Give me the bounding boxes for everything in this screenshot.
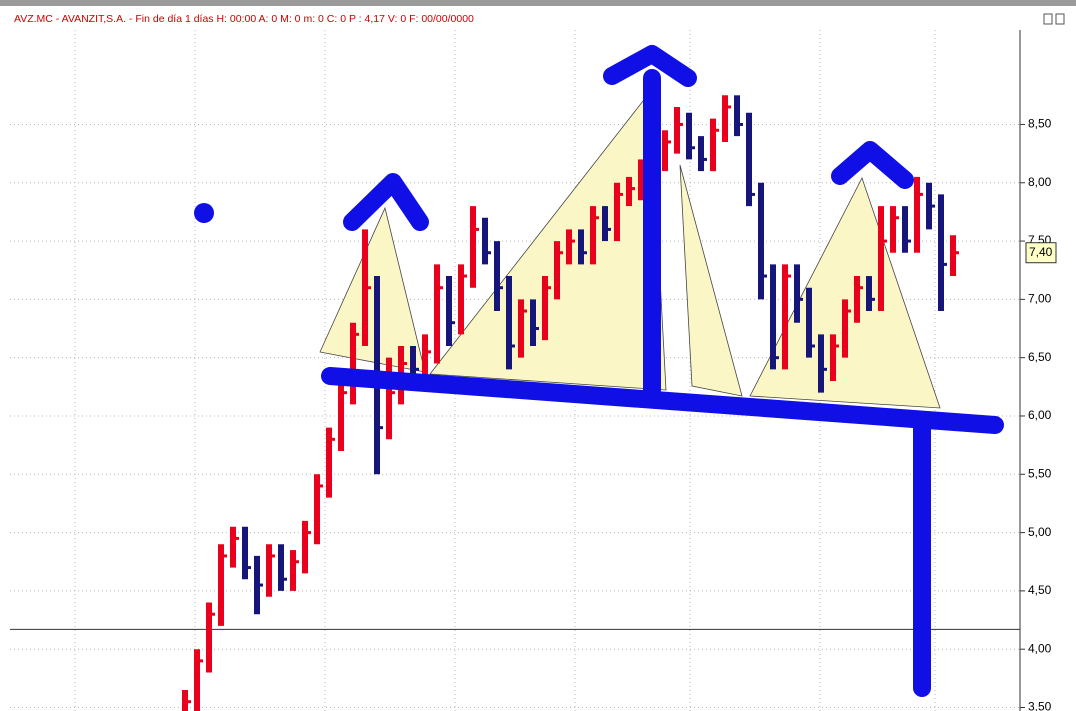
axis-layer: 3,504,004,505,005,506,006,507,007,508,00… [1020,117,1057,711]
y-tick-label: 5,00 [1028,525,1052,539]
pattern-triangle [429,90,667,391]
minimize-button[interactable] [1043,13,1053,25]
pattern-triangle [319,206,426,373]
header [0,6,1076,30]
y-tick-label: 4,00 [1028,641,1052,655]
y-tick-label: 3,50 [1028,700,1052,711]
chart-title: AVZ.MC - AVANZIT,S.A. - Fin de día 1 día… [14,13,474,25]
left-shoulder-arrow [343,173,429,231]
annotations [194,45,1004,697]
window-border [0,0,1076,6]
pattern-triangle [679,164,743,397]
y-tick-label: 6,50 [1028,350,1052,364]
pattern-fills [319,90,941,409]
bars [182,95,959,711]
neckline [321,367,1004,434]
dot [194,203,214,223]
last-price-label: 7,40 [1029,245,1053,259]
right-shoulder-arrow [831,141,914,189]
last-price-box [1025,242,1057,264]
y-tick-label: 8,50 [1028,117,1052,131]
y-tick-label: 6,00 [1028,408,1052,422]
pattern-triangle [749,176,941,409]
y-tick-label: 5,50 [1028,466,1052,480]
y-tick-label: 7,00 [1028,292,1052,306]
y-tick-label: 8,00 [1028,175,1052,189]
y-tick-label: 4,50 [1028,583,1052,597]
maximize-button[interactable] [1055,13,1065,25]
head-arrow-tip [603,45,697,87]
